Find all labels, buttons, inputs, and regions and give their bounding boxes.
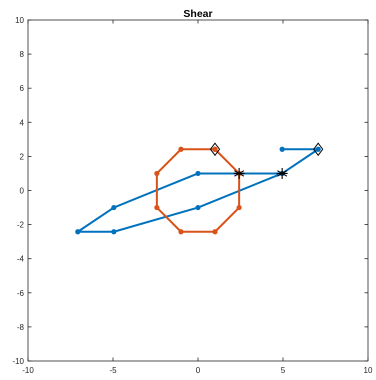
- y-tick-label: 4: [20, 118, 25, 127]
- series-0-point: [111, 229, 117, 235]
- y-tick-label: -6: [17, 289, 25, 298]
- axis-ticks: [27, 19, 369, 362]
- y-tick-label: 0: [20, 187, 25, 196]
- y-tick-label: 6: [20, 84, 25, 93]
- series-0-point: [75, 229, 81, 235]
- y-tick-label: -4: [17, 255, 25, 264]
- series-0-point: [315, 146, 321, 152]
- series-1-point: [178, 146, 184, 152]
- series-markers: [75, 142, 324, 235]
- x-tick-label: -5: [109, 366, 117, 375]
- series-1-point: [178, 229, 184, 235]
- y-tick-label: 10: [15, 16, 24, 25]
- y-tick-label: -8: [17, 323, 25, 332]
- series-0-point: [111, 204, 117, 211]
- series-0-point: [195, 204, 201, 211]
- axis-tick-labels: -10 -5 0 5 10 -10 -8 -6 -4 -2 0 2 4 6 8 10: [12, 16, 373, 375]
- series-0-point: [195, 170, 201, 177]
- y-tick-label: 2: [20, 152, 25, 161]
- x-tick-label: 0: [196, 366, 201, 375]
- axes-box: [27, 19, 369, 362]
- series-1-point: [154, 204, 160, 211]
- y-tick-label: -10: [12, 357, 24, 366]
- y-tick-label: -2: [17, 221, 25, 230]
- series-1-point: [212, 146, 218, 152]
- series-1-point: [212, 229, 218, 235]
- y-tick-label: 8: [20, 50, 25, 59]
- diamond-marker: [313, 142, 324, 157]
- series-1-point: [154, 170, 160, 177]
- chart-title: Shear: [183, 8, 212, 20]
- x-tick-label: -10: [22, 366, 34, 375]
- series-0-point: [279, 146, 285, 152]
- series-1-point: [236, 204, 242, 211]
- diamond-marker: [209, 142, 221, 157]
- x-tick-label: 10: [364, 366, 373, 375]
- x-tick-label: 5: [281, 366, 286, 375]
